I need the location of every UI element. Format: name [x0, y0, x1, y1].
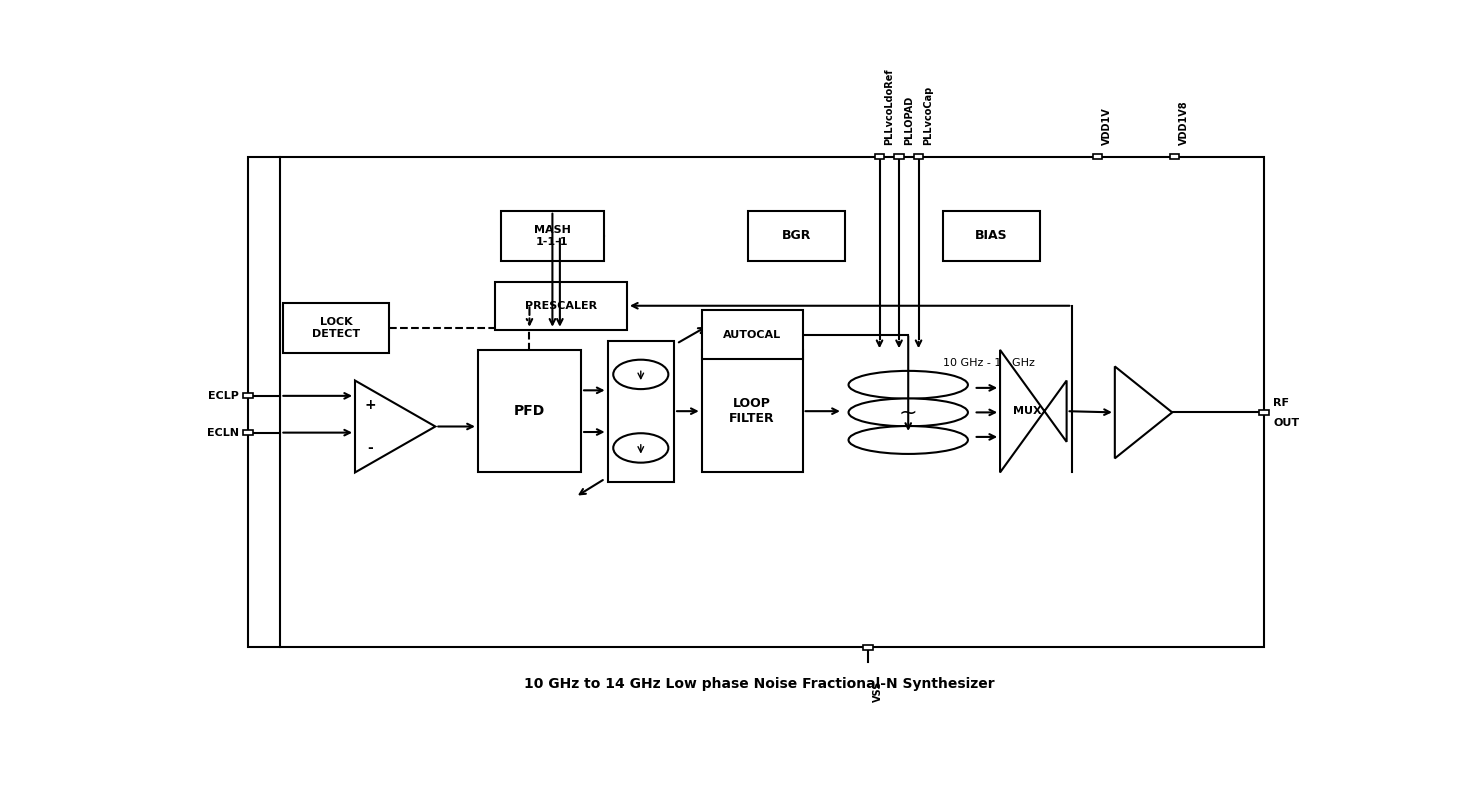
Polygon shape	[355, 380, 435, 473]
Text: AUTOCAL: AUTOCAL	[723, 330, 780, 340]
Bar	[943, 211, 1040, 261]
Bar	[283, 302, 390, 353]
Bar	[1093, 154, 1102, 159]
Text: PRESCALER: PRESCALER	[524, 301, 597, 310]
Text: ~: ~	[899, 403, 918, 423]
Text: VSS: VSS	[872, 681, 883, 702]
Bar	[501, 211, 604, 261]
Bar	[1259, 410, 1269, 415]
Text: PFD: PFD	[514, 404, 545, 418]
Text: PLLvcoCap: PLLvcoCap	[923, 85, 933, 145]
Text: +: +	[364, 398, 376, 412]
Bar	[863, 645, 872, 650]
Text: 10 GHz - 14 GHz: 10 GHz - 14 GHz	[942, 358, 1035, 369]
Text: LOOP
FILTER: LOOP FILTER	[729, 397, 775, 425]
Text: VDD1V8: VDD1V8	[1179, 100, 1189, 145]
Bar	[243, 430, 253, 435]
Bar	[702, 310, 803, 359]
Bar	[895, 154, 903, 159]
Bar	[607, 341, 674, 482]
Bar	[478, 350, 581, 473]
Text: MASH
1-1-1: MASH 1-1-1	[535, 225, 570, 247]
Bar	[748, 211, 846, 261]
Bar	[702, 350, 803, 473]
Bar	[495, 282, 626, 330]
Text: ECLN: ECLN	[207, 427, 238, 438]
Bar	[914, 154, 924, 159]
Text: BIAS: BIAS	[974, 229, 1007, 242]
Polygon shape	[1115, 366, 1173, 458]
Bar	[875, 154, 884, 159]
Polygon shape	[1000, 350, 1066, 473]
Ellipse shape	[849, 371, 969, 399]
Ellipse shape	[849, 426, 969, 454]
Text: -: -	[367, 441, 373, 455]
Text: VDD1V: VDD1V	[1102, 107, 1112, 145]
Bar	[249, 157, 1265, 647]
Text: PLLOPAD: PLLOPAD	[903, 96, 914, 145]
Text: OUT: OUT	[1274, 419, 1299, 428]
Bar	[243, 393, 253, 399]
Ellipse shape	[849, 399, 969, 427]
Text: BGR: BGR	[782, 229, 812, 242]
Text: 10 GHz to 14 GHz Low phase Noise Fractional-N Synthesizer: 10 GHz to 14 GHz Low phase Noise Fractio…	[524, 677, 994, 691]
Text: RF: RF	[1274, 398, 1290, 408]
Text: ECLP: ECLP	[209, 391, 238, 401]
Text: MUX: MUX	[1013, 406, 1043, 416]
Text: LOCK
DETECT: LOCK DETECT	[312, 317, 360, 338]
Text: PLLvcoLdoRef: PLLvcoLdoRef	[884, 68, 895, 145]
Bar	[1170, 154, 1179, 159]
